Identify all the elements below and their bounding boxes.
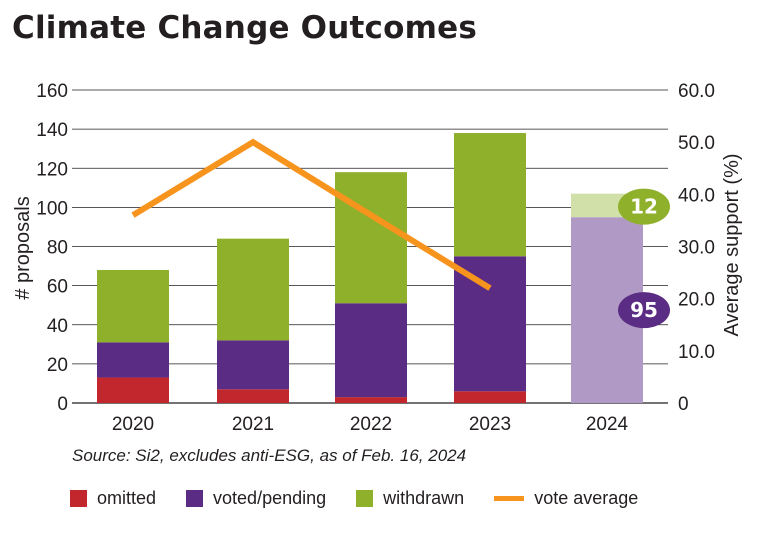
badge-label: 12 (630, 195, 658, 219)
y-left-tick-label: 80 (47, 238, 68, 259)
x-tick-label: 2021 (232, 414, 274, 435)
bar-voted-pending-2023 (454, 256, 526, 392)
value-badges: 12 95 (618, 188, 670, 329)
y-axis-right-label: Average support (%) (721, 153, 743, 336)
y-right-tick-label: 20.0 (678, 290, 715, 311)
bar-omitted-2022 (335, 397, 407, 403)
y-right-tick-label: 50.0 (678, 133, 715, 154)
legend-item-vote-average: vote average (494, 488, 638, 509)
y-axis-left-label: # proposals (12, 196, 34, 299)
chart-title: Climate Change Outcomes (12, 10, 477, 46)
y-right-tick-label: 40.0 (678, 185, 715, 206)
bar-omitted-2023 (454, 391, 526, 403)
y-right-tick-label: 10.0 (678, 342, 715, 363)
bar-voted-pending-2020 (97, 342, 169, 378)
y-right-tick-label: 60.0 (678, 81, 715, 102)
y-left-tick-label: 0 (57, 394, 68, 415)
legend-label: voted/pending (213, 488, 327, 508)
axis-ticks: 0 20 40 60 80 100 120 140 160 0 10.0 20.0 30.0 40.0 50… (36, 81, 715, 435)
legend-item-voted-pending: voted/pending (186, 488, 326, 509)
y-left-tick-label: 40 (47, 316, 68, 337)
badge-12 (618, 188, 670, 225)
legend-label: omitted (97, 488, 157, 508)
bar-voted-pending-2022 (335, 303, 407, 398)
y-left-tick-label: 160 (36, 81, 68, 102)
y-left-tick-label: 20 (47, 355, 68, 376)
bar-withdrawn-2022 (335, 172, 407, 304)
source-note: Source: Si2, excludes anti-ESG, as of Fe… (72, 446, 467, 465)
bar-withdrawn-2021 (217, 238, 289, 341)
x-tick-label: 2022 (350, 414, 392, 435)
y-right-tick-label: 30.0 (678, 238, 715, 259)
vote-average-polyline (131, 138, 492, 291)
legend-item-omitted: omitted (70, 488, 156, 509)
legend-swatch-line (494, 496, 525, 501)
legend-swatch (356, 490, 374, 507)
badge-95 (618, 292, 670, 329)
bar-withdrawn-2023 (454, 133, 526, 257)
y-left-tick-label: 140 (36, 120, 68, 141)
y-right-tick-label: 0 (678, 394, 689, 415)
y-left-tick-label: 60 (47, 277, 68, 298)
bar-voted-pending-2021 (217, 340, 289, 390)
bar-withdrawn-2020 (97, 269, 169, 343)
y-left-tick-label: 120 (36, 159, 68, 180)
legend-swatch (186, 490, 204, 507)
badge-label: 95 (630, 298, 658, 322)
bar-omitted-2020 (97, 377, 169, 403)
legend-swatch (70, 490, 87, 507)
x-tick-label: 2024 (586, 414, 629, 435)
chart-canvas: 12 95 0 20 40 60 80 100 120 140 160 0 10.0 20.0 30.0 4… (12, 81, 743, 435)
bar-omitted-2021 (217, 389, 289, 403)
legend-label: withdrawn (383, 488, 465, 508)
legend: omitted voted/pending withdrawn vote ave… (70, 488, 668, 509)
x-tick-label: 2020 (112, 414, 154, 435)
legend-item-withdrawn: withdrawn (356, 488, 464, 509)
y-left-tick-label: 100 (36, 198, 68, 219)
x-tick-label: 2023 (469, 414, 511, 435)
bars (97, 133, 643, 403)
vote-average-line (131, 138, 492, 291)
legend-label: vote average (534, 488, 639, 508)
